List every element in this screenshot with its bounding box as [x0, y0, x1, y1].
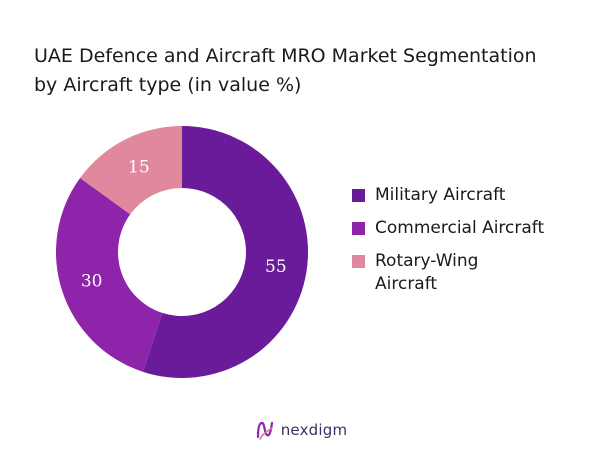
legend-swatch-military — [352, 189, 365, 202]
nexdigm-logo-icon — [256, 421, 273, 440]
chart-title-line-1: UAE Defence and Aircraft MRO Market Segm… — [34, 45, 537, 67]
donut-slices — [55, 126, 308, 378]
legend-item-commercial: Commercial Aircraft — [352, 217, 592, 240]
legend-item-rotary-wing: Rotary-Wing Aircraft — [352, 250, 592, 296]
footer-brand: nexdigm — [0, 419, 602, 441]
legend-label-commercial: Commercial Aircraft — [375, 218, 545, 238]
chart-title-line-2: by Aircraft type (in value %) — [34, 74, 302, 96]
data-label-commercial: 30 — [81, 271, 103, 291]
chart-title: UAE Defence and Aircraft MRO Market Segm… — [34, 42, 594, 100]
donut-slice-commercial — [55, 177, 163, 372]
chart-legend: Military Aircraft Commercial Aircraft Ro… — [352, 184, 592, 306]
donut-slice-military — [143, 126, 308, 378]
legend-swatch-rotary-wing — [352, 255, 365, 268]
data-label-rotary-wing: 15 — [128, 157, 150, 177]
donut-data-labels: 55 30 15 — [81, 157, 287, 291]
legend-item-military: Military Aircraft — [352, 184, 592, 207]
legend-label-military: Military Aircraft — [375, 185, 506, 205]
donut-slice-rotary-wing — [80, 126, 182, 215]
legend-label-rotary-wing: Rotary-Wing Aircraft — [375, 251, 479, 294]
legend-swatch-commercial — [352, 222, 365, 235]
data-label-military: 55 — [265, 257, 287, 277]
footer-brand-name: nexdigm — [280, 421, 348, 439]
